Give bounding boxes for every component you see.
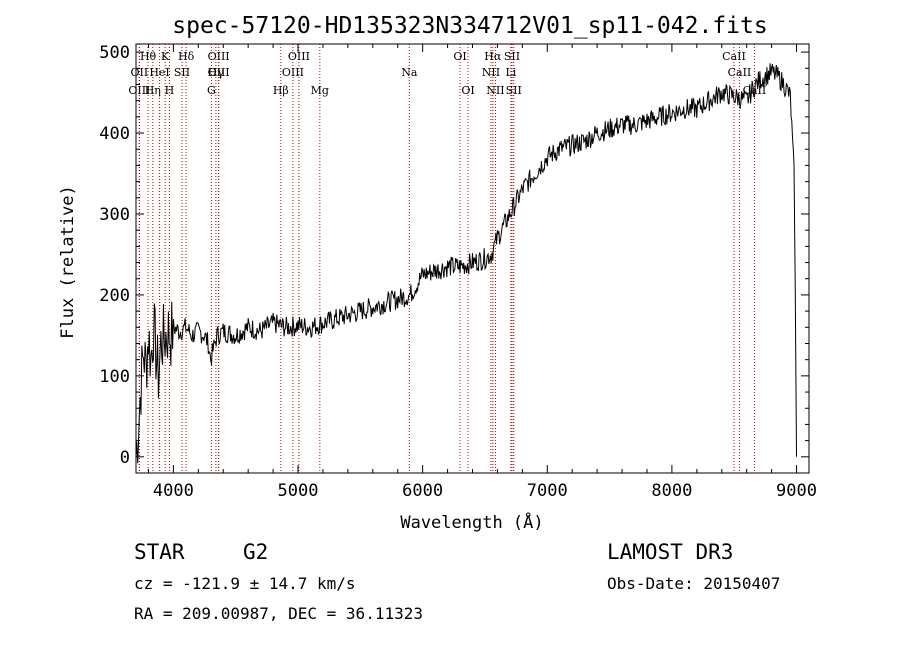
spectral-line-label: OIII [208,50,230,63]
spectral-line-label: Hδ [178,50,195,63]
y-tick-label: 400 [99,124,130,144]
spectral-line-label: Na [401,66,418,79]
redshift-velocity: cz = -121.9 ± 14.7 km/s [134,574,356,593]
spectral-line-label: Mg [311,84,329,97]
spectral-line-label: HeI [149,66,169,79]
spectral-line-label: OI [461,84,474,97]
observation-date: Obs-Date: 20150407 [607,574,781,593]
spectral-line-label: OIII [208,66,230,79]
spectrum-line [135,63,797,464]
spectral-line-label: OII [131,66,149,79]
y-tick-label: 100 [99,367,130,387]
x-tick-label: 9000 [776,481,817,501]
x-tick-label: 7000 [527,481,568,501]
spectral-line-label: NII [486,84,504,97]
y-tick-label: 0 [120,448,130,468]
y-axis-ticks: 0 100 200 300 400 500 [99,43,809,468]
spectral-line-label: Hγ [208,66,225,79]
chart-title: spec-57120-HD135323N334712V01_sp11-042.f… [172,13,767,39]
object-subclass: G2 [243,540,269,564]
x-axis-label: Wavelength (Å) [400,511,543,533]
spectral-line-label: H [165,84,175,97]
survey-name: LAMOST DR3 [607,540,734,564]
spectral-line-label: NII [482,66,500,79]
spectral-line-label: Hη [145,84,161,97]
spectral-line-label: OI [453,50,466,63]
x-tick-label: 8000 [651,481,692,501]
x-axis-ticks: 4000 5000 6000 7000 8000 9000 [147,44,817,501]
spectral-line-label: Hα [484,50,502,63]
spectral-line-label: OIII [288,50,310,63]
spectral-line-label: Li [505,66,516,79]
spectral-line-label: CaII [728,66,752,79]
coordinates: RA = 209.00987, DEC = 36.11323 [134,604,423,623]
spectral-line-label: SII [506,84,522,97]
y-tick-label: 500 [99,43,130,63]
spectral-line-markers [138,44,755,473]
spectral-line-label: Hβ [273,84,289,97]
x-tick-label: 5000 [278,481,319,501]
spectral-line-label: Hθ [140,50,157,63]
y-tick-label: 200 [99,286,130,306]
y-tick-label: 300 [99,205,130,225]
x-tick-label: 6000 [402,481,443,501]
x-tick-label: 4000 [153,481,194,501]
spectral-line-label: SII [504,50,520,63]
spectral-line-label: CaII [722,50,746,63]
object-class: STAR [134,540,185,564]
spectral-line-label: OIII [282,66,304,79]
spectral-line-label: K [161,50,170,63]
spectral-line-label: SII [174,66,190,79]
spectral-line-label: OIII [128,84,150,97]
spectral-line-labels: HδHγHβOIIIMgNaOIOIHαNIINIISIILiSIICaIICa… [128,50,766,97]
y-axis-label: Flux (relative) [58,185,78,339]
spectral-line-label: G [207,84,216,97]
